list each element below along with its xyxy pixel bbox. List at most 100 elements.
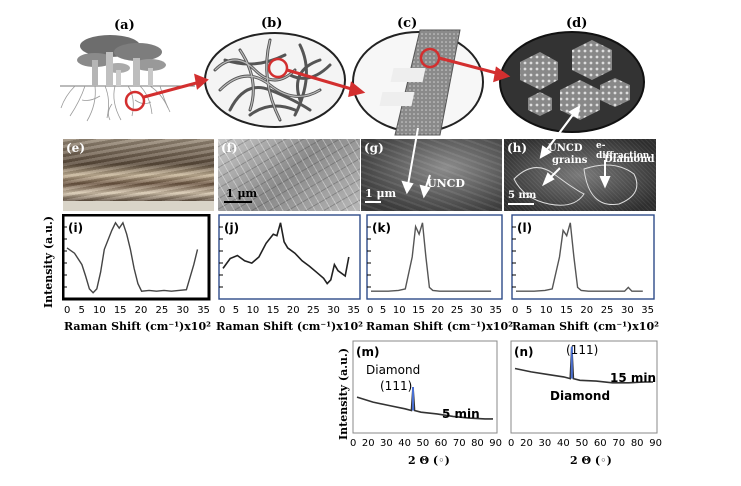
xtick-label: 30 bbox=[538, 438, 552, 449]
micrograph-g: (g) UNCD 1 μm bbox=[361, 139, 502, 211]
plot-frame-j bbox=[218, 214, 361, 300]
xtick-label: 0 bbox=[508, 438, 515, 449]
grains-label-h: grains bbox=[552, 155, 588, 166]
xtick-label: 30 bbox=[327, 305, 340, 316]
xtick-label: 40 bbox=[557, 438, 570, 449]
xtick-label: 10 bbox=[246, 305, 260, 316]
raman-y-axis-title: Intensity (a.u.) bbox=[42, 215, 55, 308]
xtick-label: 5 bbox=[525, 305, 533, 316]
xtick-label: 20 bbox=[286, 305, 300, 316]
panel-label-a: (a) bbox=[114, 18, 135, 33]
xtick-label: 15 bbox=[266, 305, 280, 316]
micrograph-h: (h) UNCD grains e-diffraction Diamond 5 … bbox=[504, 139, 656, 211]
xtick-label: 15 bbox=[113, 305, 127, 316]
xrd-y-axis-title: Intensity (a.u.) bbox=[337, 347, 350, 440]
diamond-grains-schematic bbox=[499, 31, 645, 133]
xtick-label: 40 bbox=[398, 438, 411, 449]
time-label-m: 5 min bbox=[442, 407, 480, 421]
ediffraction-label-h: e-diffraction bbox=[596, 141, 650, 161]
xtick-label: 60 bbox=[593, 438, 607, 449]
xtick-label: 20 bbox=[580, 305, 594, 316]
tick-marks-l bbox=[512, 226, 516, 288]
xtick-label: 80 bbox=[471, 438, 484, 449]
xtick-label: 50 bbox=[416, 438, 430, 449]
hkl-label-n: (111) bbox=[566, 343, 598, 357]
xtick-label: 15 bbox=[560, 305, 573, 316]
panel-label-f: (f) bbox=[221, 141, 238, 155]
xticks-j: 0 5 10 15 20 25 30 35 bbox=[219, 305, 360, 316]
raman-spectrum-i bbox=[66, 221, 199, 294]
xtick-label: 10 bbox=[392, 305, 406, 316]
xtick-label: 20 bbox=[134, 305, 148, 316]
xticks-m: 0 20 30 40 50 60 70 80 90 bbox=[350, 438, 502, 449]
xtick-label: 25 bbox=[155, 305, 169, 316]
mushroom-schematic bbox=[60, 35, 195, 122]
xtick-label: 90 bbox=[489, 438, 502, 449]
xtick-label: 5 bbox=[379, 305, 387, 316]
raman-plot-j: (j) bbox=[218, 214, 361, 300]
xtick-label: 35 bbox=[489, 305, 502, 316]
xrd-x-axis-title-m: 2 Θ (◦) bbox=[408, 454, 450, 467]
xrd-pattern-m bbox=[356, 386, 493, 420]
xtick-label: 35 bbox=[197, 305, 210, 316]
xtick-label: 5 bbox=[78, 305, 85, 316]
xtick-label: 20 bbox=[361, 438, 375, 449]
xticks-l: 0 5 10 15 20 25 30 35 bbox=[512, 305, 654, 316]
diamond-peak-label-m: Diamond bbox=[366, 363, 420, 377]
panel-label-g: (g) bbox=[364, 141, 384, 155]
uncd-label-h: UNCD bbox=[548, 143, 583, 154]
micrograph-f: (f) 1 μm bbox=[218, 139, 360, 211]
uncd-label-g: UNCD bbox=[427, 177, 465, 190]
raman-x-axis-title-k: Raman Shift (cm⁻¹)x10² bbox=[366, 320, 513, 333]
micrograph-e: (e) bbox=[63, 139, 214, 211]
time-label-n: 15 min bbox=[610, 371, 656, 385]
xtick-label: 30 bbox=[469, 305, 483, 316]
pointer-arrows bbox=[401, 105, 611, 199]
raman-spectrum-j bbox=[222, 222, 350, 285]
grain-boundary-outline bbox=[513, 164, 638, 206]
panel-label-h: (h) bbox=[507, 141, 528, 155]
xrd-plot-n: (n) (111) Diamond 15 min bbox=[510, 340, 658, 434]
xticks-n: 0 20 30 40 50 60 70 80 90 bbox=[508, 438, 662, 449]
diamond-label-h: Diamond bbox=[604, 154, 655, 165]
xtick-label: 50 bbox=[575, 438, 589, 449]
scale-label-g: 1 μm bbox=[365, 187, 397, 200]
raman-x-axis-title-j: Raman Shift (cm⁻¹)x10² bbox=[216, 320, 363, 333]
xtick-label: 80 bbox=[630, 438, 644, 449]
tick-marks-j bbox=[219, 226, 223, 288]
xtick-label: 25 bbox=[450, 305, 464, 316]
xtick-label: 90 bbox=[649, 438, 662, 449]
panel-label-m: (m) bbox=[356, 345, 379, 359]
xtick-label: 15 bbox=[412, 305, 425, 316]
plot-frame-i bbox=[62, 214, 211, 301]
xtick-label: 35 bbox=[347, 305, 360, 316]
xtick-label: 30 bbox=[380, 438, 393, 449]
xrd-pattern-n bbox=[514, 346, 653, 384]
xtick-label: 0 bbox=[219, 305, 226, 316]
plot-frame-k bbox=[366, 214, 503, 300]
xtick-label: 70 bbox=[452, 438, 466, 449]
plot-frame-l bbox=[511, 214, 655, 300]
panel-label-c: (c) bbox=[397, 16, 418, 31]
xtick-label: 5 bbox=[232, 305, 240, 316]
raman-plot-k: (k) bbox=[366, 214, 503, 300]
xtick-label: 30 bbox=[176, 305, 190, 316]
raman-spectrum-l bbox=[516, 222, 643, 292]
raman-spectrum-k bbox=[371, 222, 492, 292]
xtick-label: 20 bbox=[520, 438, 533, 449]
diamond-peak-label-n: Diamond bbox=[550, 389, 610, 403]
panel-label-k: (k) bbox=[372, 221, 391, 235]
mycelium-schematic bbox=[204, 32, 346, 128]
xrd-plot-m: (m) Diamond (111) 5 min bbox=[352, 340, 498, 434]
panel-label-d: (d) bbox=[566, 16, 588, 31]
xticks-i: 0 5 10 15 20 25 30 35 bbox=[64, 305, 210, 316]
xtick-label: 10 bbox=[92, 305, 106, 316]
xtick-label: 70 bbox=[612, 438, 626, 449]
xtick-label: 25 bbox=[600, 305, 614, 316]
xtick-label: 10 bbox=[539, 305, 553, 316]
hypha-schematic bbox=[352, 29, 484, 136]
scale-bar-h bbox=[508, 203, 534, 205]
xtick-label: 0 bbox=[512, 305, 519, 316]
panel-label-i: (i) bbox=[68, 221, 83, 235]
panel-label-b: (b) bbox=[261, 16, 283, 31]
